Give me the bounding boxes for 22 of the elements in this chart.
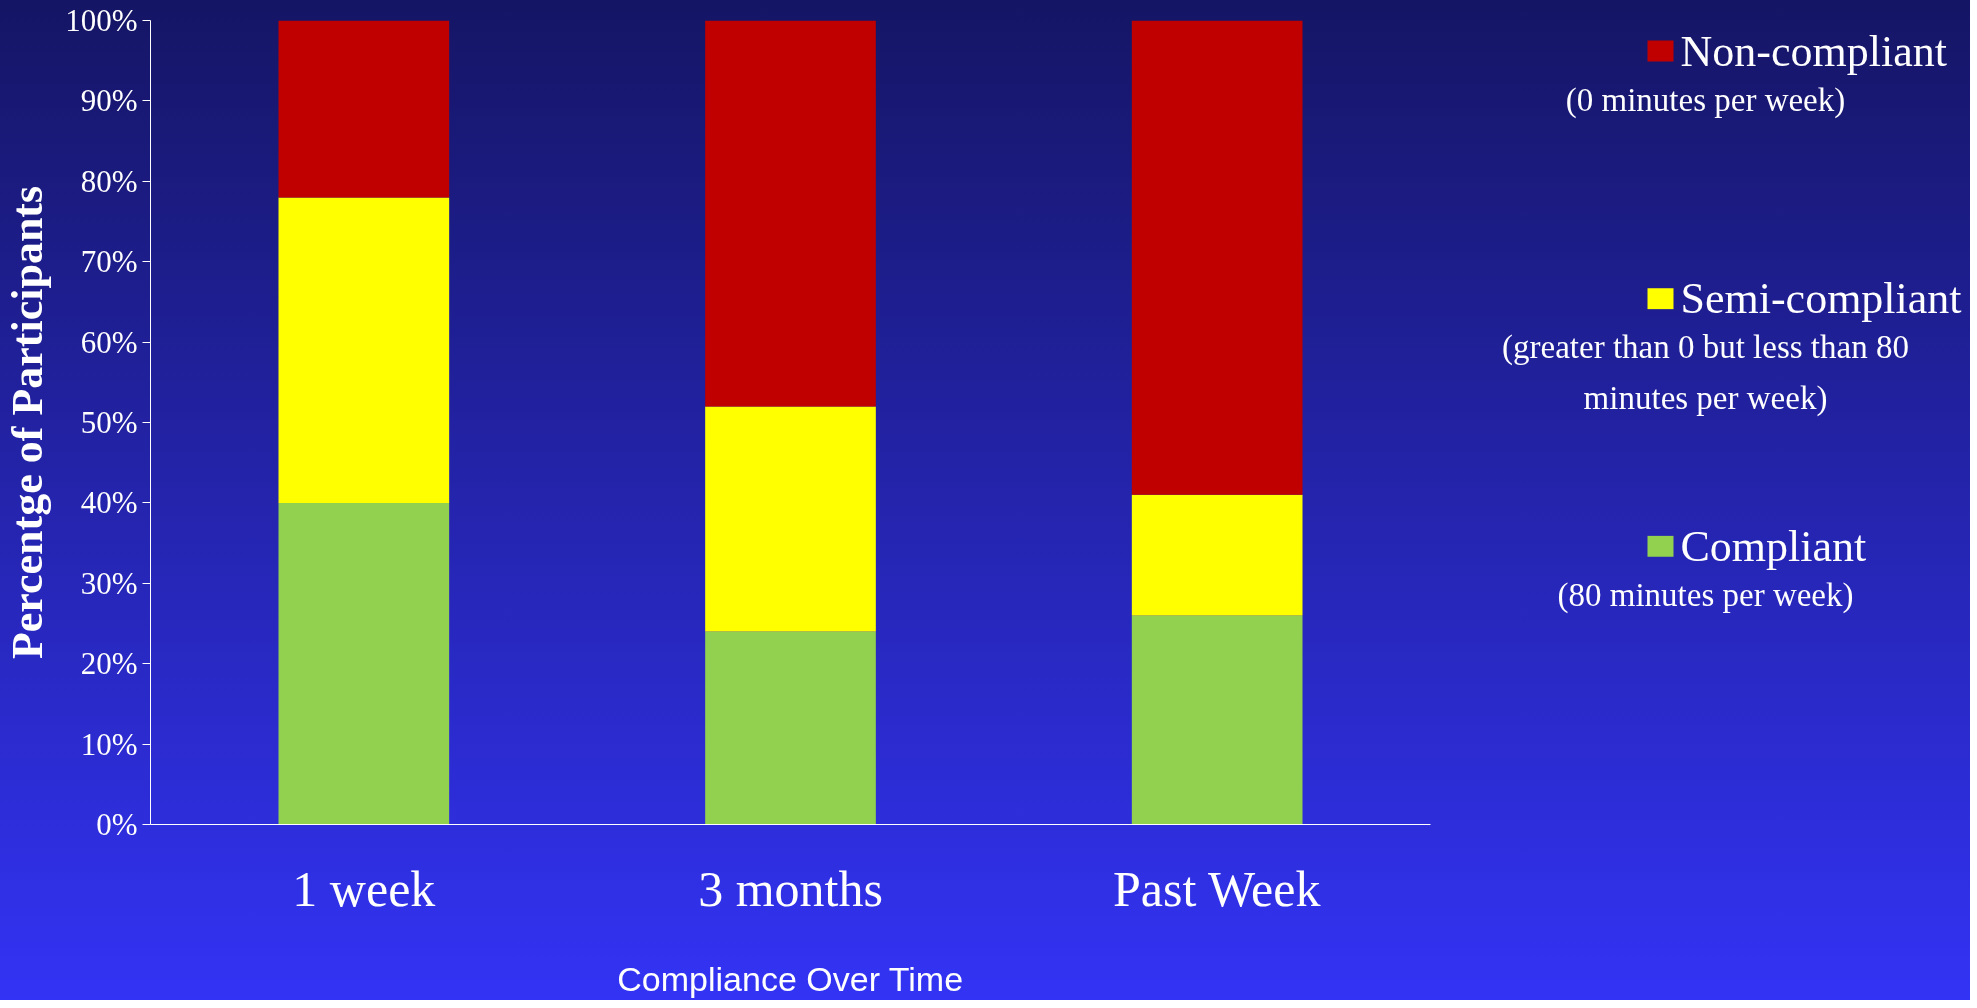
y-tick-label: 0%	[96, 807, 138, 842]
y-tick-label: 70%	[80, 244, 138, 280]
text: (0 minutes per week)	[1565, 81, 1846, 119]
x-tick-label: Past Week	[1112, 860, 1321, 917]
y-tick-label: 30%	[80, 565, 138, 601]
y-tick-label: 80%	[80, 163, 138, 199]
legend-label: Semi-compliant	[1680, 274, 1962, 324]
y-axis-title: Percentge of Participants	[3, 185, 53, 660]
x-tick-label: 3 months	[698, 860, 883, 917]
x-tick-label: 1 week	[292, 860, 436, 917]
text: (80 minutes per week)	[1557, 576, 1854, 614]
y-tick-label: 90%	[80, 83, 138, 119]
text: (greater than 0 but less than 80 minutes per week)	[1502, 329, 1909, 417]
legend-label: Non-compliant	[1680, 26, 1947, 76]
legend-label: Compliant	[1680, 521, 1867, 571]
y-tick-label: 40%	[80, 485, 138, 521]
y-tick-label: 20%	[80, 646, 138, 682]
x-axis-title: Compliance Over Time	[617, 959, 964, 998]
y-tick-label: 50%	[80, 405, 138, 440]
y-tick-label: 100%	[65, 3, 138, 38]
y-tick-label: 10%	[80, 726, 138, 762]
y-tick-label: 60%	[80, 324, 138, 360]
